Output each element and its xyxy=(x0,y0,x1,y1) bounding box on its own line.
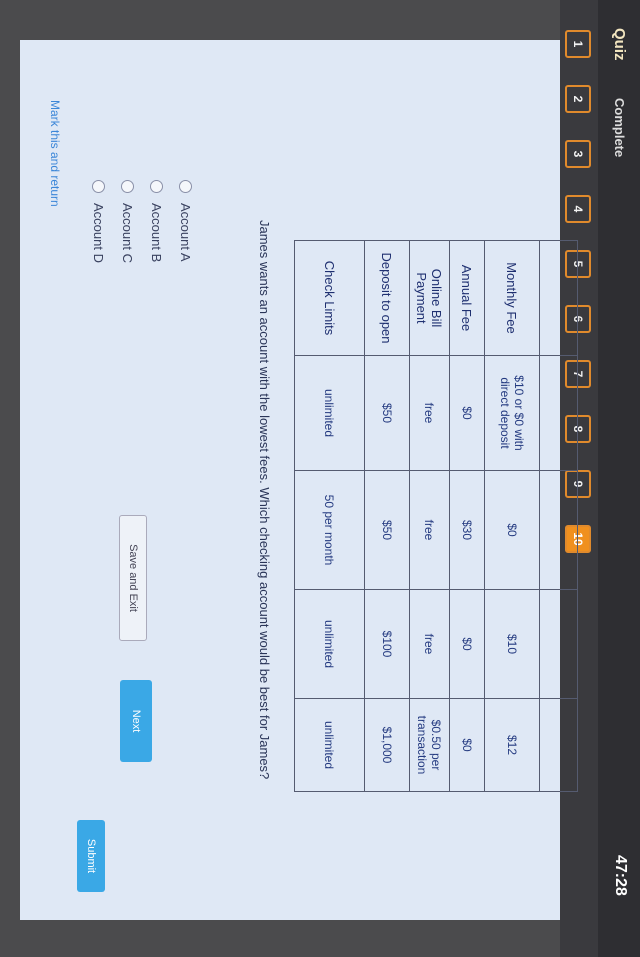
option-account-b[interactable]: Account B xyxy=(149,180,164,262)
table-cell: $10 or $0 with direct deposit xyxy=(484,355,540,471)
next-button[interactable]: Next xyxy=(120,680,152,762)
question-button-2[interactable]: 2 xyxy=(565,85,591,113)
table-cell: $0 xyxy=(449,698,485,792)
question-button-4[interactable]: 4 xyxy=(565,195,591,223)
row-label: Deposit to open xyxy=(364,240,410,356)
save-and-exit-button[interactable]: Save and Exit xyxy=(119,515,147,641)
submit-button[interactable]: Submit xyxy=(77,820,105,892)
table-row: Monthly Fee $10 or $0 with direct deposi… xyxy=(484,240,540,792)
table-header xyxy=(539,589,578,699)
row-label: Online Bill Payment xyxy=(409,240,450,356)
table-cell: $1,000 xyxy=(364,698,410,792)
table-cell: $10 xyxy=(484,589,540,699)
table-cell: unlimited xyxy=(294,698,365,792)
table-row: Online Bill Payment free free free $0.50… xyxy=(409,240,450,792)
row-label: Monthly Fee xyxy=(484,240,540,356)
mark-and-return-link[interactable]: Mark this and return xyxy=(48,100,62,207)
table-cell: $0 xyxy=(484,470,540,590)
table-header xyxy=(539,698,578,792)
radio-icon[interactable] xyxy=(150,180,163,193)
row-label: Annual Fee xyxy=(449,240,485,356)
option-label: Account B xyxy=(149,203,164,263)
timer: 47:28 xyxy=(612,855,629,896)
table-row: Check Limits unlimited 50 per month unli… xyxy=(294,240,365,792)
radio-icon[interactable] xyxy=(92,180,105,193)
table-cell: free xyxy=(409,355,450,471)
accounts-table: Monthly Fee $10 or $0 with direct deposi… xyxy=(294,240,578,792)
question-panel: Monthly Fee $10 or $0 with direct deposi… xyxy=(20,40,578,920)
table-cell: free xyxy=(409,470,450,590)
table-cell: $0 xyxy=(449,589,485,699)
question-button-1[interactable]: 1 xyxy=(565,30,591,58)
option-label: Account A xyxy=(178,203,193,262)
quiz-title: Quiz xyxy=(611,28,628,61)
table-header xyxy=(539,355,578,471)
table-header xyxy=(539,470,578,590)
table-cell: $0.50 per transaction xyxy=(409,698,450,792)
radio-icon[interactable] xyxy=(179,180,192,193)
option-account-d[interactable]: Account D xyxy=(91,180,106,263)
option-account-a[interactable]: Account A xyxy=(178,180,193,262)
table-header-row xyxy=(539,240,578,792)
table-cell: $30 xyxy=(449,470,485,590)
table-cell: unlimited xyxy=(294,355,365,471)
top-bar: Quiz Complete 47:28 xyxy=(598,0,640,957)
table-cell: $12 xyxy=(484,698,540,792)
row-label: Check Limits xyxy=(294,240,365,356)
table-cell: unlimited xyxy=(294,589,365,699)
table-row: Annual Fee $0 $30 $0 $0 xyxy=(449,240,485,792)
table-header xyxy=(539,240,578,356)
table-cell: $0 xyxy=(449,355,485,471)
option-label: Account D xyxy=(91,203,106,263)
table-row: Deposit to open $50 $50 $100 $1,000 xyxy=(364,240,410,792)
option-account-c[interactable]: Account C xyxy=(120,180,135,263)
question-text: James wants an account with the lowest f… xyxy=(257,220,272,780)
table-cell: $100 xyxy=(364,589,410,699)
question-button-3[interactable]: 3 xyxy=(565,140,591,168)
table-cell: $50 xyxy=(364,355,410,471)
quiz-status: Complete xyxy=(612,98,627,158)
option-label: Account C xyxy=(120,203,135,263)
table-cell: 50 per month xyxy=(294,470,365,590)
table-cell: free xyxy=(409,589,450,699)
radio-icon[interactable] xyxy=(121,180,134,193)
table-cell: $50 xyxy=(364,470,410,590)
